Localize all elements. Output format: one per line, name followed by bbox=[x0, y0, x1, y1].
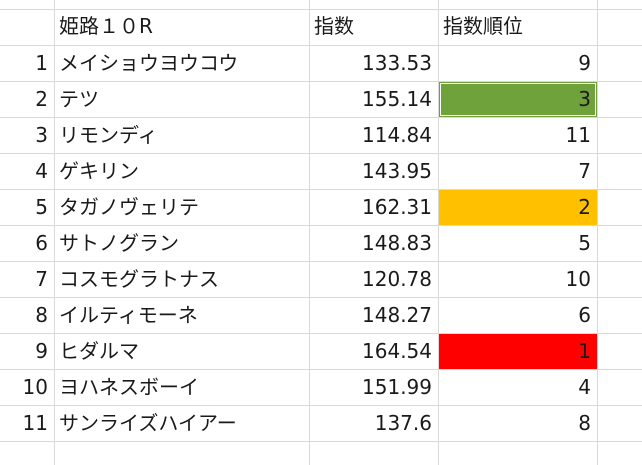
cell-horse-name[interactable]: コスモグラトナス bbox=[59, 267, 219, 291]
cell-row-number[interactable]: 7 bbox=[35, 267, 48, 291]
cell-index-value[interactable]: 151.99 bbox=[362, 375, 432, 399]
gridline bbox=[0, 441, 642, 442]
cell-horse-name[interactable]: ゲキリン bbox=[59, 159, 139, 183]
cell-index-value[interactable]: 162.31 bbox=[362, 195, 432, 219]
cell-rank-value[interactable]: 7 bbox=[578, 159, 591, 183]
cell-rank-value[interactable]: 3 bbox=[439, 82, 597, 117]
gridline bbox=[0, 45, 642, 46]
cell-horse-name[interactable]: リモンディ bbox=[59, 123, 158, 147]
cell-race-title[interactable]: 姫路１０R bbox=[59, 14, 153, 38]
gridline bbox=[0, 189, 642, 190]
cell-horse-name[interactable]: ヨハネスボーイ bbox=[59, 375, 199, 399]
cell-index-value[interactable]: 148.83 bbox=[362, 231, 432, 255]
cell-rank-value[interactable]: 6 bbox=[578, 303, 591, 327]
cell-row-number[interactable]: 9 bbox=[35, 339, 48, 363]
cell-header-index[interactable]: 指数 bbox=[314, 14, 354, 38]
cell-rank-value[interactable]: 5 bbox=[578, 231, 591, 255]
cell-rank-value[interactable]: 9 bbox=[578, 51, 591, 75]
cell-rank-value[interactable]: 8 bbox=[578, 411, 591, 435]
gridline bbox=[0, 225, 642, 226]
cell-horse-name[interactable]: テツ bbox=[59, 87, 99, 111]
cell-index-value[interactable]: 120.78 bbox=[362, 267, 432, 291]
gridline bbox=[0, 9, 642, 10]
cell-row-number[interactable]: 3 bbox=[35, 123, 48, 147]
gridline bbox=[54, 0, 55, 465]
cell-rank-value[interactable]: 11 bbox=[565, 123, 591, 147]
cell-index-value[interactable]: 155.14 bbox=[362, 87, 432, 111]
cell-row-number[interactable]: 1 bbox=[35, 51, 48, 75]
gridline bbox=[0, 153, 642, 154]
cell-row-number[interactable]: 5 bbox=[35, 195, 48, 219]
cell-horse-name[interactable]: サトノグラン bbox=[59, 231, 179, 255]
cell-header-rank[interactable]: 指数順位 bbox=[443, 14, 523, 38]
gridline bbox=[0, 297, 642, 298]
gridline bbox=[0, 81, 642, 82]
gridline bbox=[0, 405, 642, 406]
cell-index-value[interactable]: 164.54 bbox=[362, 339, 432, 363]
cell-horse-name[interactable]: イルティモーネ bbox=[59, 303, 198, 327]
cell-rank-value[interactable]: 2 bbox=[439, 190, 597, 225]
cell-rank-value[interactable]: 10 bbox=[565, 267, 591, 291]
cell-horse-name[interactable]: サンライズハイアー bbox=[59, 411, 237, 435]
cell-row-number[interactable]: 8 bbox=[35, 303, 48, 327]
cell-row-number[interactable]: 4 bbox=[35, 159, 48, 183]
gridline bbox=[438, 0, 439, 465]
cell-row-number[interactable]: 11 bbox=[22, 411, 48, 435]
cell-rank-value[interactable]: 4 bbox=[578, 375, 591, 399]
cell-horse-name[interactable]: ヒダルマ bbox=[59, 339, 139, 363]
cell-row-number[interactable]: 2 bbox=[35, 87, 48, 111]
gridline bbox=[309, 0, 310, 465]
gridline bbox=[0, 117, 642, 118]
cell-index-value[interactable]: 137.6 bbox=[374, 411, 432, 435]
cell-rank-value[interactable]: 1 bbox=[439, 334, 597, 369]
cell-index-value[interactable]: 143.95 bbox=[362, 159, 432, 183]
cell-horse-name[interactable]: メイショウヨウコウ bbox=[59, 51, 239, 75]
cell-index-value[interactable]: 133.53 bbox=[362, 51, 432, 75]
gridline bbox=[0, 333, 642, 334]
gridline bbox=[0, 261, 642, 262]
cell-row-number[interactable]: 10 bbox=[22, 375, 48, 399]
gridline bbox=[0, 369, 642, 370]
cell-horse-name[interactable]: タガノヴェリテ bbox=[59, 195, 199, 219]
gridline bbox=[597, 0, 598, 465]
cell-row-number[interactable]: 6 bbox=[35, 231, 48, 255]
cell-index-value[interactable]: 148.27 bbox=[362, 303, 432, 327]
cell-index-value[interactable]: 114.84 bbox=[362, 123, 432, 147]
